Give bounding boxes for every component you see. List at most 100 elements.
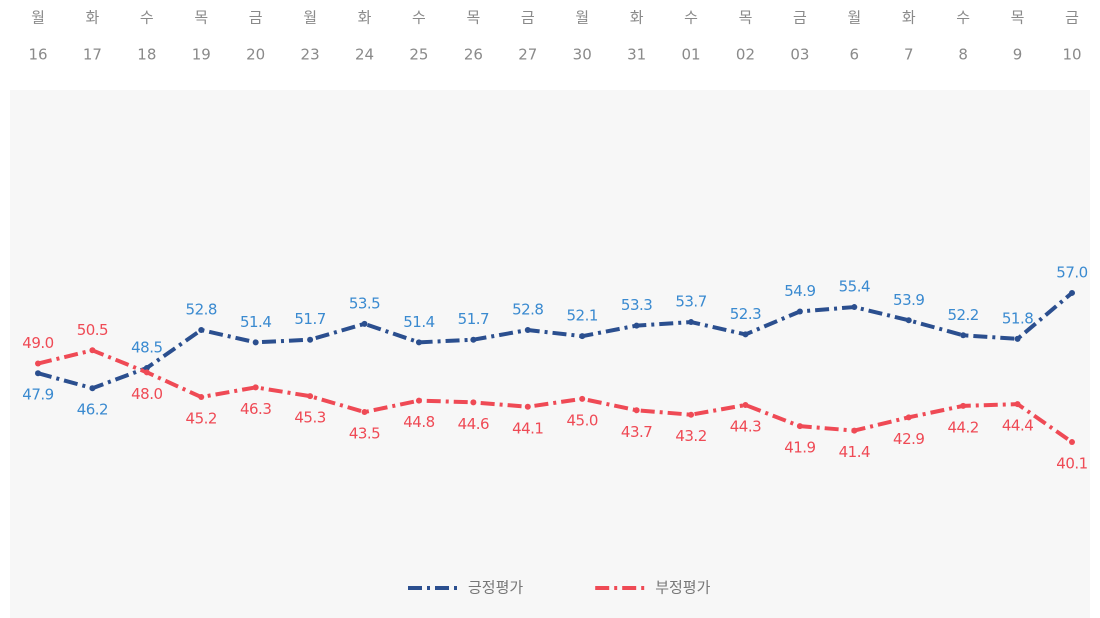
value-label: 45.3 xyxy=(294,409,325,427)
value-label: 44.6 xyxy=(458,415,489,433)
point xyxy=(524,327,531,333)
point xyxy=(252,384,259,391)
point xyxy=(307,393,314,400)
point xyxy=(470,336,477,343)
point xyxy=(905,414,912,421)
point xyxy=(89,385,96,392)
value-label: 51.4 xyxy=(240,313,271,331)
value-label: 52.2 xyxy=(947,306,978,324)
x-tick-label: 02 xyxy=(736,46,755,64)
point xyxy=(1014,401,1021,408)
value-label: 51.7 xyxy=(458,310,489,328)
x-tick-label: 17 xyxy=(83,46,102,64)
value-label: 44.2 xyxy=(947,418,978,436)
x-tick-label: 7 xyxy=(904,46,914,64)
value-label: 55.4 xyxy=(839,278,870,296)
point xyxy=(1069,439,1075,446)
point xyxy=(1069,289,1075,296)
plot-background xyxy=(10,90,1090,618)
value-label: 52.8 xyxy=(512,301,543,319)
weekday-label: 목 xyxy=(466,9,480,27)
value-label: 52.3 xyxy=(730,305,761,323)
x-tick-label: 03 xyxy=(790,46,809,64)
value-label: 49.0 xyxy=(22,334,53,352)
value-label: 46.3 xyxy=(240,400,271,418)
point xyxy=(415,397,422,404)
point xyxy=(361,409,368,416)
point xyxy=(524,403,531,410)
value-label: 48.0 xyxy=(131,385,162,403)
value-label: 48.5 xyxy=(131,338,162,356)
value-label: 43.7 xyxy=(621,423,652,441)
value-label: 41.9 xyxy=(784,439,815,457)
point xyxy=(688,319,695,326)
point xyxy=(742,331,749,338)
point xyxy=(143,369,150,376)
value-label: 57.0 xyxy=(1056,263,1087,281)
point xyxy=(960,332,967,339)
weekday-label: 금 xyxy=(793,9,807,27)
legend-label: 긍정평가 xyxy=(468,579,523,597)
value-label: 50.5 xyxy=(77,321,108,339)
weekday-label: 수 xyxy=(956,9,970,27)
x-tick-label: 16 xyxy=(28,46,47,64)
point xyxy=(252,339,259,346)
weekday-label: 목 xyxy=(1011,9,1025,27)
value-label: 44.1 xyxy=(512,419,543,437)
point xyxy=(579,395,586,402)
point xyxy=(851,427,858,434)
point xyxy=(688,411,695,418)
point xyxy=(470,399,477,406)
x-tick-label: 25 xyxy=(409,46,428,64)
weekday-label: 수 xyxy=(412,9,426,27)
x-tick-label: 6 xyxy=(850,46,860,64)
value-label: 45.0 xyxy=(567,411,598,429)
point xyxy=(143,364,150,371)
weekday-label: 목 xyxy=(739,9,753,27)
x-tick-label: 20 xyxy=(246,46,265,64)
x-tick-label: 01 xyxy=(682,46,701,64)
value-label: 44.4 xyxy=(1002,417,1033,435)
value-label: 43.2 xyxy=(675,427,706,445)
point xyxy=(198,327,205,333)
weekday-label: 수 xyxy=(140,9,154,27)
weekday-label: 화 xyxy=(86,9,100,27)
weekday-label: 수 xyxy=(684,9,698,27)
point xyxy=(307,336,314,343)
weekday-label: 금 xyxy=(249,9,263,27)
value-label: 51.8 xyxy=(1002,309,1033,327)
weekday-label: 화 xyxy=(902,9,916,27)
x-tick-label: 18 xyxy=(137,46,156,64)
value-label: 41.4 xyxy=(839,443,870,461)
point xyxy=(960,402,967,409)
x-tick-label: 9 xyxy=(1013,46,1023,64)
series-line xyxy=(37,348,1074,444)
value-label: 53.5 xyxy=(349,294,380,312)
weekday-label: 월 xyxy=(303,9,317,27)
weekday-label: 화 xyxy=(630,9,644,27)
value-label: 52.8 xyxy=(186,301,217,319)
x-tick-label: 19 xyxy=(192,46,211,64)
value-label: 51.4 xyxy=(403,313,434,331)
point xyxy=(905,317,912,324)
x-tick-label: 24 xyxy=(355,46,374,64)
x-tick-label: 27 xyxy=(518,46,537,64)
value-label: 52.1 xyxy=(567,307,598,325)
point xyxy=(796,423,803,430)
weekday-label: 목 xyxy=(194,9,208,27)
point xyxy=(579,333,586,340)
value-label: 53.3 xyxy=(621,296,652,314)
value-label: 42.9 xyxy=(893,430,924,448)
weekday-label: 월 xyxy=(31,9,45,27)
weekday-label: 화 xyxy=(358,9,372,27)
point xyxy=(415,339,422,346)
x-tick-label: 31 xyxy=(627,46,646,64)
point xyxy=(89,347,96,354)
point xyxy=(633,322,640,329)
value-label: 43.5 xyxy=(349,425,380,443)
value-label: 44.8 xyxy=(403,413,434,431)
value-label: 51.7 xyxy=(294,310,325,328)
point xyxy=(35,360,41,367)
weekday-label: 금 xyxy=(1065,9,1079,27)
value-label: 40.1 xyxy=(1056,455,1087,473)
